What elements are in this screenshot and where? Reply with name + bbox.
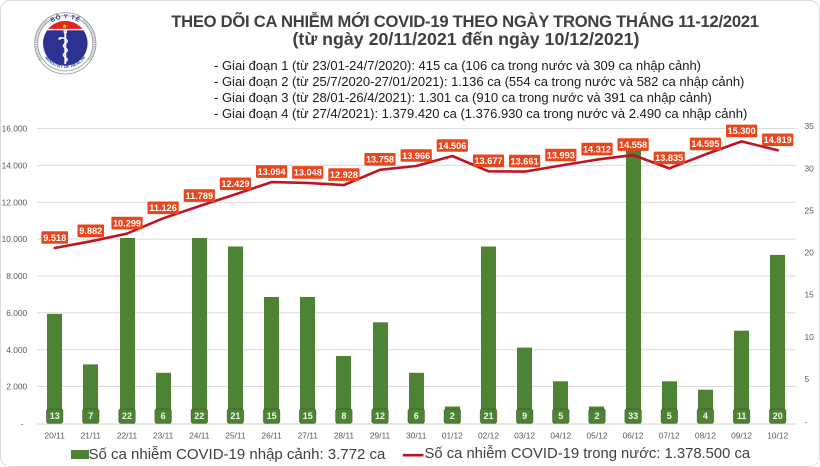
- svg-text:09/12: 09/12: [731, 431, 752, 441]
- svg-text:13.966: 13.966: [402, 151, 430, 161]
- svg-text:8.000: 8.000: [6, 271, 27, 281]
- svg-text:13.835: 13.835: [655, 153, 683, 163]
- svg-text:07/12: 07/12: [659, 431, 680, 441]
- svg-text:12.429: 12.429: [221, 179, 249, 189]
- svg-text:20: 20: [805, 248, 815, 258]
- svg-text:30/11: 30/11: [406, 431, 427, 441]
- svg-text:6: 6: [414, 411, 419, 421]
- svg-text:03/12: 03/12: [514, 431, 535, 441]
- svg-text:6: 6: [161, 411, 166, 421]
- svg-text:11: 11: [737, 411, 747, 421]
- svg-text:16.000: 16.000: [2, 124, 28, 134]
- svg-text:9.882: 9.882: [79, 226, 102, 236]
- svg-text:-: -: [21, 419, 24, 429]
- svg-text:20/11: 20/11: [45, 431, 66, 441]
- svg-text:14.312: 14.312: [583, 144, 611, 154]
- svg-text:BỘ Y TẾ: BỘ Y TẾ: [49, 13, 81, 24]
- svg-text:33: 33: [628, 411, 638, 421]
- svg-text:4.000: 4.000: [6, 345, 27, 355]
- svg-text:25: 25: [805, 206, 815, 216]
- svg-text:15: 15: [267, 411, 277, 421]
- svg-text:14.595: 14.595: [691, 139, 719, 149]
- svg-text:11.126: 11.126: [149, 203, 177, 213]
- svg-text:13.993: 13.993: [547, 150, 575, 160]
- svg-text:13.661: 13.661: [511, 156, 539, 166]
- svg-text:-: -: [805, 417, 808, 427]
- svg-text:21: 21: [483, 411, 493, 421]
- svg-text:2: 2: [450, 411, 455, 421]
- svg-text:30: 30: [805, 163, 815, 173]
- svg-text:14.819: 14.819: [764, 135, 792, 145]
- svg-text:26/11: 26/11: [261, 431, 282, 441]
- svg-text:10: 10: [805, 332, 815, 342]
- svg-text:06/12: 06/12: [623, 431, 644, 441]
- svg-text:14.000: 14.000: [2, 161, 28, 171]
- svg-text:10.299: 10.299: [113, 218, 141, 228]
- svg-text:14.558: 14.558: [619, 140, 647, 150]
- svg-text:13: 13: [50, 411, 60, 421]
- svg-text:4: 4: [703, 411, 708, 421]
- svg-text:10/12: 10/12: [767, 431, 788, 441]
- svg-text:11.789: 11.789: [186, 191, 214, 201]
- svg-text:5: 5: [667, 411, 672, 421]
- svg-text:22/11: 22/11: [117, 431, 138, 441]
- svg-text:20: 20: [773, 411, 783, 421]
- svg-text:25/11: 25/11: [225, 431, 246, 441]
- svg-text:14.506: 14.506: [438, 141, 466, 151]
- svg-text:05/12: 05/12: [587, 431, 608, 441]
- svg-text:28/11: 28/11: [334, 431, 355, 441]
- svg-text:02/12: 02/12: [478, 431, 499, 441]
- svg-text:13.094: 13.094: [258, 167, 287, 177]
- svg-text:5: 5: [558, 411, 563, 421]
- svg-text:01/12: 01/12: [442, 431, 463, 441]
- svg-text:13.048: 13.048: [294, 168, 322, 178]
- svg-text:12.928: 12.928: [330, 170, 358, 180]
- svg-text:6.000: 6.000: [6, 308, 27, 318]
- svg-text:22: 22: [122, 411, 132, 421]
- svg-text:13.758: 13.758: [366, 155, 394, 165]
- svg-text:10.000: 10.000: [2, 234, 28, 244]
- svg-text:15.300: 15.300: [728, 126, 756, 136]
- svg-text:2.000: 2.000: [6, 382, 27, 392]
- svg-text:04/12: 04/12: [550, 431, 571, 441]
- svg-text:35: 35: [805, 121, 815, 131]
- svg-text:21/11: 21/11: [81, 431, 102, 441]
- svg-text:22: 22: [194, 411, 204, 421]
- svg-text:2: 2: [594, 411, 599, 421]
- svg-text:08/12: 08/12: [695, 431, 716, 441]
- svg-text:15: 15: [303, 411, 313, 421]
- svg-text:13.677: 13.677: [474, 156, 502, 166]
- svg-text:29/11: 29/11: [370, 431, 391, 441]
- svg-text:15: 15: [805, 290, 815, 300]
- svg-text:12: 12: [375, 411, 385, 421]
- svg-text:12.000: 12.000: [2, 197, 28, 207]
- svg-text:8: 8: [341, 411, 346, 421]
- svg-text:5: 5: [805, 374, 810, 384]
- svg-text:21: 21: [230, 411, 240, 421]
- svg-text:23/11: 23/11: [153, 431, 174, 441]
- svg-text:9: 9: [522, 411, 527, 421]
- svg-text:7: 7: [88, 411, 93, 421]
- svg-text:24/11: 24/11: [189, 431, 210, 441]
- svg-text:9.518: 9.518: [43, 233, 66, 243]
- svg-text:27/11: 27/11: [298, 431, 319, 441]
